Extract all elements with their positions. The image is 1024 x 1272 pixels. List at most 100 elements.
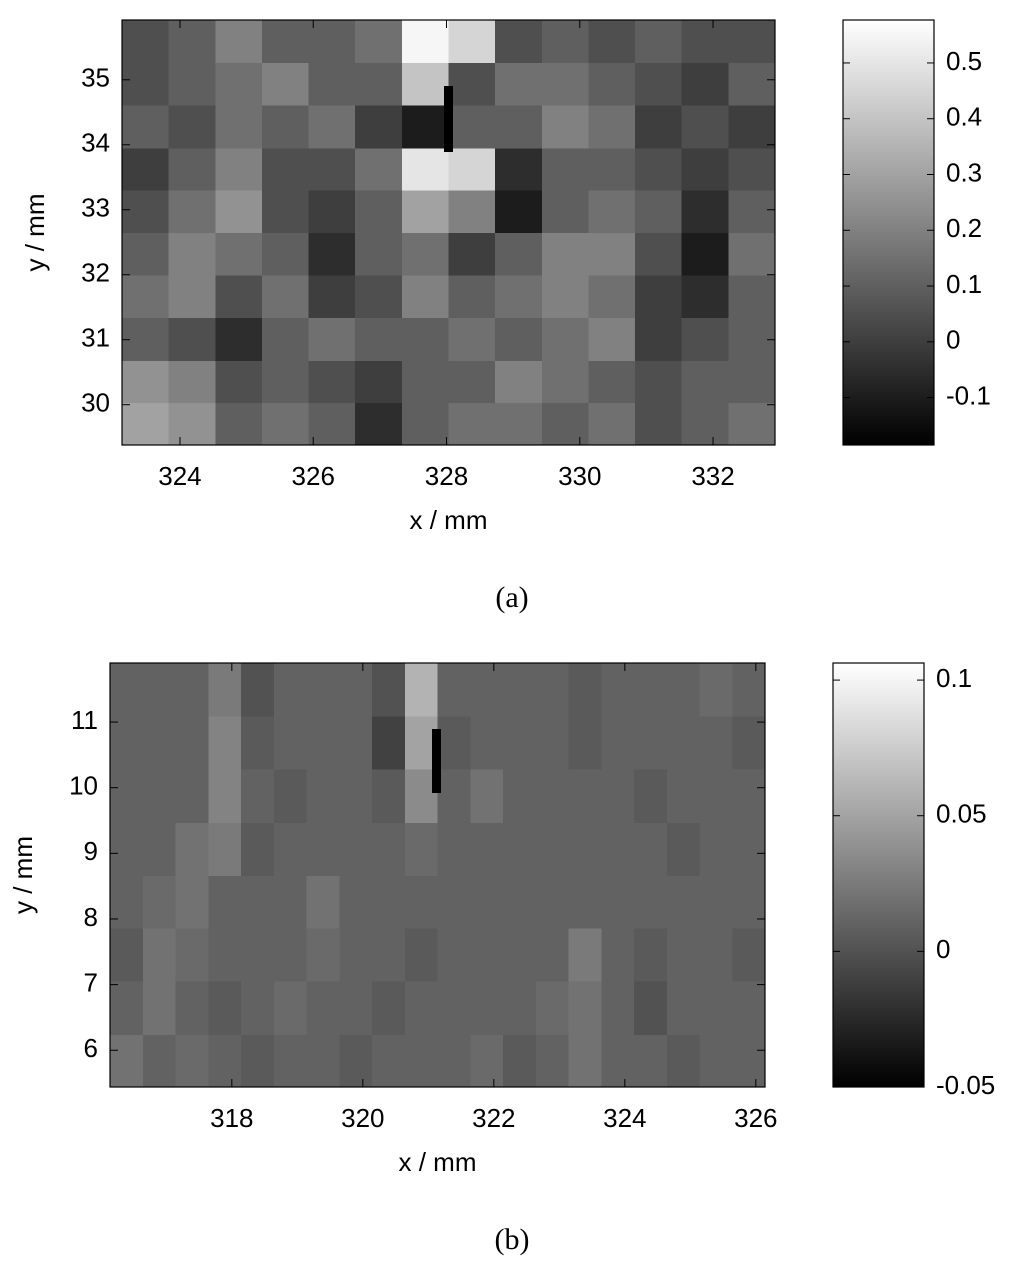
- heatmap-cell: [168, 317, 216, 361]
- heatmap-cell: [588, 232, 636, 276]
- heatmap-cell: [404, 874, 439, 929]
- heatmap-cell: [215, 62, 263, 106]
- heatmap-cell: [110, 981, 144, 1035]
- heatmap-cell: [568, 981, 602, 1035]
- heatmap-cell: [306, 874, 340, 929]
- y-axis-label: y / mm: [20, 194, 50, 272]
- heatmap: [122, 20, 775, 445]
- heatmap-cell: [448, 232, 496, 276]
- heatmap-cell: [470, 822, 504, 876]
- heatmap-cell: [635, 189, 683, 233]
- heatmap-cell: [308, 147, 356, 191]
- heatmap-cell: [273, 715, 308, 770]
- heatmap-cell: [208, 663, 242, 717]
- heatmap-cell: [503, 981, 537, 1035]
- heatmap-cell: [175, 927, 209, 982]
- heatmap-cell: [208, 981, 242, 1035]
- heatmap-cell: [666, 927, 701, 982]
- heatmap-cell: [437, 663, 471, 717]
- heatmap-cell: [401, 62, 450, 106]
- heatmap-cell: [437, 874, 471, 929]
- heatmap-cell: [261, 360, 310, 404]
- heatmap-cell: [601, 822, 635, 876]
- heatmap-cell: [635, 402, 683, 445]
- heatmap-cell: [110, 715, 144, 770]
- plot-frame: [109, 662, 766, 1088]
- heatmap-cell: [355, 20, 403, 64]
- colorbar-tick-label: -0.1: [946, 380, 991, 410]
- heatmap-cell: [588, 189, 636, 233]
- heatmap-cell: [634, 874, 668, 929]
- heatmap-cell: [588, 360, 636, 404]
- heatmap-cell: [372, 663, 406, 717]
- y-tick-label: 32: [81, 258, 110, 288]
- heatmap-cell: [404, 927, 439, 982]
- y-tick-label: 33: [81, 193, 110, 223]
- heatmap-cell: [308, 232, 356, 276]
- heatmap-cell: [535, 769, 570, 823]
- heatmap-cell: [732, 822, 765, 876]
- heatmap-cell: [355, 147, 403, 191]
- heatmap-cell: [208, 1034, 242, 1087]
- heatmap-cell: [495, 105, 543, 149]
- heatmap-cell: [470, 981, 504, 1035]
- heatmap-cell: [308, 360, 356, 404]
- heatmap-cell: [448, 402, 496, 445]
- colorbar-tick-label: -0.05: [936, 1070, 995, 1100]
- x-tick-label: 332: [691, 461, 734, 491]
- heatmap-cell: [495, 62, 543, 106]
- heatmap-cell: [168, 105, 216, 149]
- heatmap-cell: [495, 317, 543, 361]
- heatmap-cell: [635, 232, 683, 276]
- heatmap-cell: [175, 769, 209, 823]
- heatmap-cell: [681, 275, 729, 318]
- heatmap-cell: [372, 822, 406, 876]
- heatmap-cell: [503, 927, 537, 982]
- heatmap-cell: [699, 874, 733, 929]
- heatmap-cell: [401, 105, 450, 149]
- colorbar-tick-label: 0.2: [946, 213, 982, 243]
- heatmap-cell: [122, 275, 170, 318]
- heatmap-cell: [666, 981, 701, 1035]
- colorbar-tick-label: 0.4: [946, 102, 982, 132]
- heatmap-cell: [404, 663, 439, 717]
- heatmap-cell: [306, 1034, 340, 1087]
- heatmap-cell: [372, 769, 406, 823]
- heatmap-cell: [110, 822, 144, 876]
- heatmap-cell: [308, 317, 356, 361]
- x-tick-label: 326: [734, 1103, 777, 1133]
- heatmap-cell: [355, 275, 403, 318]
- heatmap-cell: [728, 402, 775, 445]
- x-tick-label: 322: [472, 1103, 515, 1133]
- y-tick-label: 30: [81, 388, 110, 418]
- heatmap-cell: [401, 317, 450, 361]
- heatmap-cell: [699, 663, 733, 717]
- heatmap-cell: [308, 62, 356, 106]
- defect-marker: [444, 86, 453, 152]
- heatmap-cell: [634, 981, 668, 1035]
- heatmap-cell: [448, 317, 496, 361]
- colorbar-tick-label: 0: [946, 325, 960, 355]
- heatmap-cell: [588, 147, 636, 191]
- y-tick-label: 6: [84, 1033, 98, 1063]
- heatmap-cell: [732, 715, 765, 770]
- heatmap-cell: [168, 402, 216, 445]
- heatmap-cell: [215, 275, 263, 318]
- heatmap-cell: [448, 147, 496, 191]
- heatmap-cell: [404, 981, 439, 1035]
- heatmap-cell: [732, 927, 765, 982]
- heatmap-cell: [495, 275, 543, 318]
- heatmap-cell: [261, 232, 310, 276]
- heatmap-cell: [728, 20, 775, 64]
- heatmap-cell: [215, 360, 263, 404]
- heatmap-cell: [122, 189, 170, 233]
- heatmap-cell: [261, 20, 310, 64]
- heatmap-cell: [208, 715, 242, 770]
- heatmap-cell: [495, 360, 543, 404]
- y-axis-label: y / mm: [8, 836, 38, 914]
- heatmap-cell: [681, 147, 729, 191]
- caption: (b): [495, 1223, 530, 1256]
- heatmap-cell: [568, 715, 602, 770]
- heatmap-cell: [208, 927, 242, 982]
